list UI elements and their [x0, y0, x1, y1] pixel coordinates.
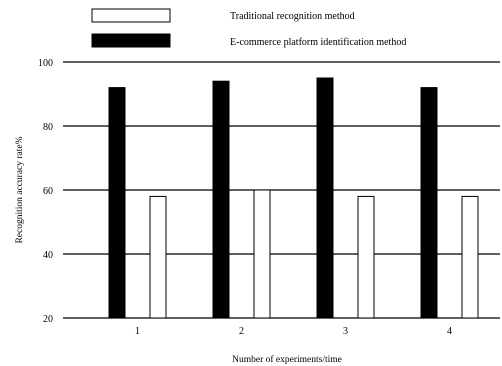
bars	[108, 77, 479, 319]
x-tick-label-4: 4	[447, 326, 452, 337]
y-tick-label-40: 40	[43, 250, 53, 261]
bar-traditional-3	[357, 195, 375, 319]
y-tick-label-80: 80	[43, 122, 53, 133]
x-tick-labels: 1 2 3 4	[135, 326, 452, 337]
bar-traditional-4	[461, 195, 479, 319]
legend-label-ecommerce: E-commerce platform identification metho…	[230, 37, 406, 48]
legend: Traditional recognition method E-commerc…	[91, 8, 406, 48]
bar-traditional-1	[149, 195, 167, 319]
legend-label-traditional: Traditional recognition method	[230, 11, 355, 22]
bar-ecommerce-1	[108, 87, 126, 319]
x-tick-label-3: 3	[343, 326, 348, 337]
bar-traditional-2	[253, 189, 271, 319]
legend-swatch-ecommerce	[91, 33, 171, 48]
bar-ecommerce-3	[316, 77, 334, 319]
legend-swatch-traditional	[91, 8, 171, 23]
y-tick-label-60: 60	[43, 186, 53, 197]
x-axis-label: Number of experiments/time	[232, 354, 342, 365]
x-tick-label-2: 2	[239, 326, 244, 337]
y-tick-label-20: 20	[43, 314, 53, 325]
y-axis-label: Recognition accuracy rate%	[15, 136, 25, 243]
y-tick-labels: 20 40 60 80 100	[38, 58, 53, 325]
x-tick-label-1: 1	[135, 326, 140, 337]
bar-ecommerce-2	[212, 80, 230, 319]
y-tick-label-100: 100	[38, 58, 53, 69]
bar-ecommerce-4	[420, 87, 438, 319]
